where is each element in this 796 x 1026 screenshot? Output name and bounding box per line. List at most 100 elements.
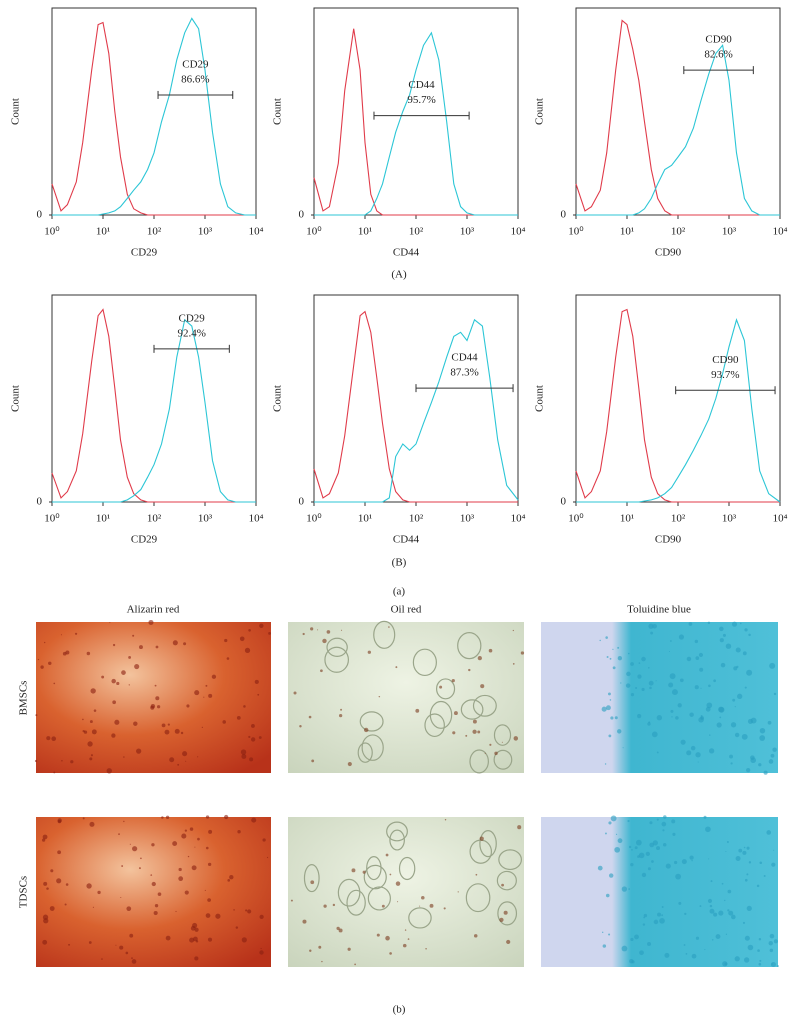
speckle <box>634 934 639 940</box>
speckle <box>318 945 322 949</box>
speckle <box>622 747 624 749</box>
speckle <box>134 663 140 670</box>
speckle <box>759 727 766 734</box>
plot-frame <box>575 294 781 503</box>
histogram-curve <box>52 318 256 503</box>
speckle <box>480 684 485 689</box>
x-axis-label: CD90 <box>655 534 682 546</box>
x-axis-label: CD44 <box>393 247 420 259</box>
speckle <box>758 938 762 941</box>
speckle <box>737 693 743 700</box>
x-tick-label: 10² <box>147 226 162 238</box>
speckle <box>239 636 245 642</box>
gate-marker: CD90 <box>705 34 732 46</box>
speckle <box>479 836 484 841</box>
speckle <box>82 730 85 733</box>
speckle <box>628 845 632 849</box>
speckle <box>698 717 704 723</box>
speckle <box>648 623 654 629</box>
speckle <box>309 949 312 952</box>
plot-frame <box>313 294 519 503</box>
speckle <box>643 916 646 919</box>
speckle <box>60 634 62 636</box>
speckle <box>662 842 667 847</box>
histogram-curve <box>575 19 780 216</box>
histogram-curve <box>575 308 780 503</box>
speckle <box>731 914 736 920</box>
x-tick-label: 10⁴ <box>511 513 526 525</box>
speckle <box>347 761 352 767</box>
speckle <box>501 883 504 887</box>
cell <box>363 864 387 890</box>
speckle <box>703 815 707 819</box>
speckle <box>310 880 315 885</box>
speckle <box>732 698 736 702</box>
speckle <box>773 849 775 851</box>
speckle <box>763 874 766 877</box>
speckle <box>730 762 733 765</box>
cell <box>361 734 384 761</box>
speckle <box>517 825 522 830</box>
speckle <box>473 934 478 938</box>
speckle <box>708 858 710 860</box>
speckle <box>407 938 410 940</box>
speckle <box>259 914 264 920</box>
speckle <box>641 872 647 878</box>
speckle <box>378 695 381 698</box>
speckle <box>608 933 611 936</box>
speckle <box>656 818 659 821</box>
x-axis-label: CD44 <box>393 534 420 546</box>
cell <box>386 821 408 842</box>
speckle <box>621 886 628 892</box>
histogram-curve <box>51 308 256 503</box>
speckle <box>207 862 212 867</box>
row-title: TDSCs <box>18 876 30 908</box>
speckle <box>686 750 692 756</box>
speckle <box>74 632 78 635</box>
cell <box>357 742 373 763</box>
speckle <box>606 656 609 658</box>
speckle <box>35 714 38 717</box>
speckle <box>178 876 184 882</box>
speckle <box>641 656 646 662</box>
speckle <box>743 957 750 963</box>
cell <box>496 870 517 891</box>
speckle <box>339 713 343 718</box>
speckle <box>156 705 161 709</box>
speckle <box>718 706 724 713</box>
speckle <box>700 687 702 689</box>
speckle <box>671 716 673 718</box>
cell <box>408 907 432 929</box>
cell <box>465 883 491 913</box>
speckle <box>194 956 199 961</box>
speckle <box>520 651 525 655</box>
speckle <box>150 705 155 710</box>
speckle <box>119 945 124 950</box>
speckle <box>643 913 648 918</box>
speckle <box>501 741 503 743</box>
speckle <box>647 722 651 726</box>
speckle <box>184 890 189 895</box>
y-axis-label: Count <box>534 98 546 125</box>
speckle <box>415 708 420 713</box>
speckle <box>181 833 187 839</box>
speckle <box>259 623 264 628</box>
speckle <box>705 826 711 833</box>
speckle <box>224 638 228 643</box>
speckle <box>404 929 407 931</box>
speckle <box>177 763 180 766</box>
speckle <box>34 759 38 763</box>
cell <box>493 724 512 746</box>
speckle <box>129 933 134 938</box>
gate-marker: CD90 <box>712 354 739 366</box>
speckle <box>259 950 264 955</box>
speckle <box>628 888 631 890</box>
y-axis-label: Count <box>272 98 284 125</box>
speckle <box>708 748 715 754</box>
speckle <box>599 639 601 642</box>
speckle <box>699 905 702 908</box>
speckle <box>121 670 126 675</box>
speckle <box>630 693 635 697</box>
speckle <box>759 735 766 741</box>
speckle <box>125 951 129 955</box>
